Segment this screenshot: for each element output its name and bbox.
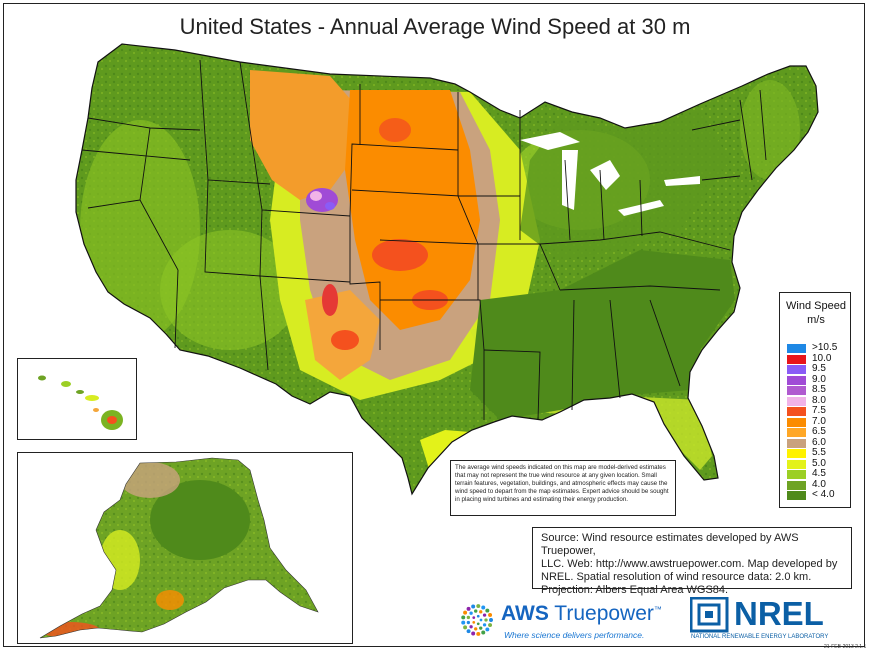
legend-swatch	[787, 417, 806, 427]
aws-tagline: Where science delivers performance.	[504, 630, 645, 640]
source-line: Projection: Albers Equal Area WGS84.	[541, 584, 729, 596]
legend-label: 7.5	[812, 405, 826, 416]
legend-swatch	[787, 459, 806, 469]
legend-swatch	[787, 396, 806, 406]
map-title: United States - Annual Average Wind Spee…	[179, 14, 691, 39]
nrel-logo: NREL NATIONAL RENEWABLE ENERGY LABORATOR…	[689, 595, 858, 643]
alaska-inset	[17, 452, 353, 644]
legend-swatch	[787, 449, 806, 458]
aws-name: AWS Truepower™	[501, 602, 662, 625]
legend-swatch	[787, 386, 806, 395]
nrel-fullname: NATIONAL RENEWABLE ENERGY LABORATORY	[691, 634, 829, 640]
legend-swatch	[787, 375, 806, 385]
legend: Wind Speed m/s >10.5 10.0 9.5 9.0 8.5 8.0 7.5 7…	[779, 292, 851, 508]
nrel-wordmark: NREL	[734, 595, 824, 632]
disclaimer-box: The average wind speeds indicated on thi…	[450, 460, 676, 516]
legend-swatch	[787, 354, 806, 364]
legend-label: 9.0	[812, 373, 826, 385]
nrel-emblem-icon	[689, 596, 729, 633]
legend-swatch	[787, 407, 806, 416]
legend-label: 10.0	[812, 352, 832, 364]
legend-swatch	[787, 470, 806, 479]
legend-label: 8.0	[812, 394, 826, 406]
aws-truepower-logo: AWS Truepower™ Where science delivers pe…	[455, 598, 685, 642]
legend-label: < 4.0	[812, 489, 835, 500]
source-line: NREL. Spatial resolution of wind resourc…	[541, 571, 812, 583]
source-box: Source: Wind resource estimates develope…	[532, 527, 852, 596]
legend-label: 6.0	[812, 436, 826, 448]
legend-swatch	[787, 438, 806, 448]
legend-label: 4.0	[812, 478, 826, 490]
legend-swatch	[787, 428, 806, 437]
date-stamp: 21-FEB-2013 2.1.1	[824, 644, 867, 650]
legend-swatch	[787, 344, 806, 353]
legend-swatch	[787, 491, 806, 500]
legend-label: 5.5	[812, 447, 826, 458]
legend-swatch	[787, 365, 806, 374]
legend-title: Wind Speed m/s	[786, 300, 846, 326]
legend-swatch	[787, 480, 806, 490]
legend-label: 7.0	[812, 415, 826, 427]
hawaii-inset	[17, 358, 137, 440]
legend-label: 4.5	[812, 468, 826, 479]
source-line: LLC. Web: http://www.awstruepower.com. M…	[541, 558, 838, 570]
hawaii-islands	[38, 375, 123, 430]
legend-label: >10.5	[812, 342, 838, 353]
legend-label: 6.5	[812, 426, 826, 437]
legend-label: 9.5	[812, 363, 826, 374]
legend-label: 8.5	[812, 384, 826, 395]
legend-label: 5.0	[812, 457, 826, 469]
source-line: Source: Wind resource estimates develope…	[541, 532, 799, 557]
aws-dots-icon	[461, 604, 493, 636]
